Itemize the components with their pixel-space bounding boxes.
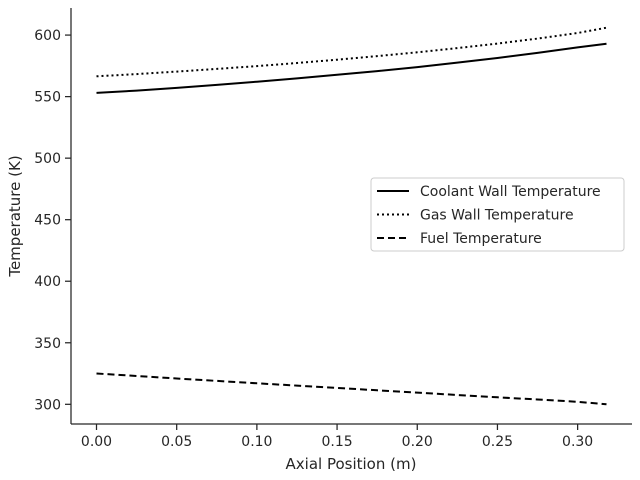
legend-label-0: Coolant Wall Temperature [420, 184, 601, 200]
y-tick-label: 400 [34, 274, 61, 290]
y-tick-label: 350 [34, 336, 61, 352]
x-tick-label: 0.10 [241, 434, 272, 450]
x-axis-label: Axial Position (m) [286, 455, 417, 473]
y-tick-label: 450 [34, 213, 61, 229]
y-tick-label: 300 [34, 397, 61, 413]
y-axis-ticks: 300 350 400 450 500 550 600 [34, 28, 71, 413]
x-tick-label: 0.00 [81, 434, 112, 450]
legend-label-2: Fuel Temperature [420, 231, 542, 247]
x-tick-label: 0.25 [482, 434, 513, 450]
x-tick-label: 0.05 [161, 434, 192, 450]
x-tick-label: 0.30 [562, 434, 593, 450]
legend-frame [370, 177, 625, 252]
y-axis-label: Temperature (K) [6, 155, 24, 277]
y-tick-label: 600 [34, 28, 61, 44]
y-tick-label: 550 [34, 90, 61, 106]
series-line-0 [96, 42, 607, 94]
series-line-2 [96, 372, 607, 406]
legend-label-1: Gas Wall Temperature [420, 208, 574, 224]
series-layer [96, 26, 607, 406]
y-tick-label: 500 [34, 151, 61, 167]
x-tick-label: 0.15 [321, 434, 352, 450]
series-line-1 [96, 26, 607, 78]
legend: Coolant Wall Temperature Gas Wall Tempera… [370, 177, 625, 252]
x-axis-ticks: 0.00 0.05 0.10 0.15 0.20 0.25 0.30 [81, 424, 593, 450]
x-tick-label: 0.20 [402, 434, 433, 450]
